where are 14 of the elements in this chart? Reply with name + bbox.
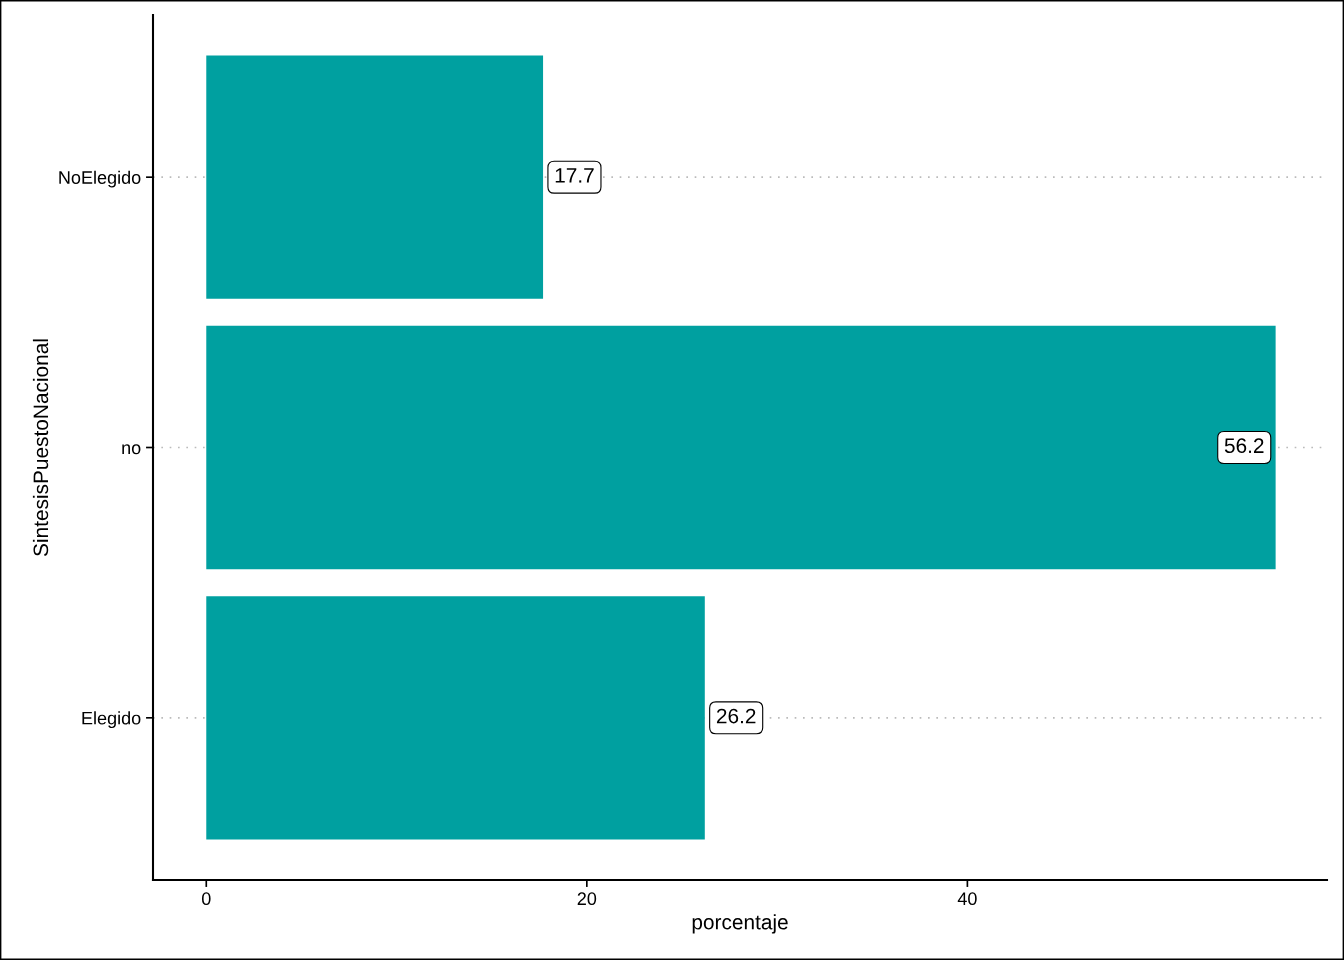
bar — [206, 596, 705, 840]
data-label: 17.7 — [555, 168, 594, 183]
y-tick-label: Elegido — [82, 711, 141, 729]
x-tick-label: 20 — [577, 892, 597, 906]
x-tick-label: 40 — [957, 892, 977, 906]
data-label: 26.2 — [716, 708, 756, 724]
x-tick-label: 0 — [201, 892, 211, 906]
x-axis-title: porcentaje — [692, 914, 788, 934]
y-axis-title: SintesisPuestoNacional — [32, 339, 49, 556]
data-label: 56.2 — [1224, 438, 1264, 454]
bar — [206, 325, 1276, 570]
y-tick-label: NoElegido — [59, 170, 141, 188]
bar — [206, 55, 544, 299]
y-tick-label: no — [122, 444, 141, 455]
